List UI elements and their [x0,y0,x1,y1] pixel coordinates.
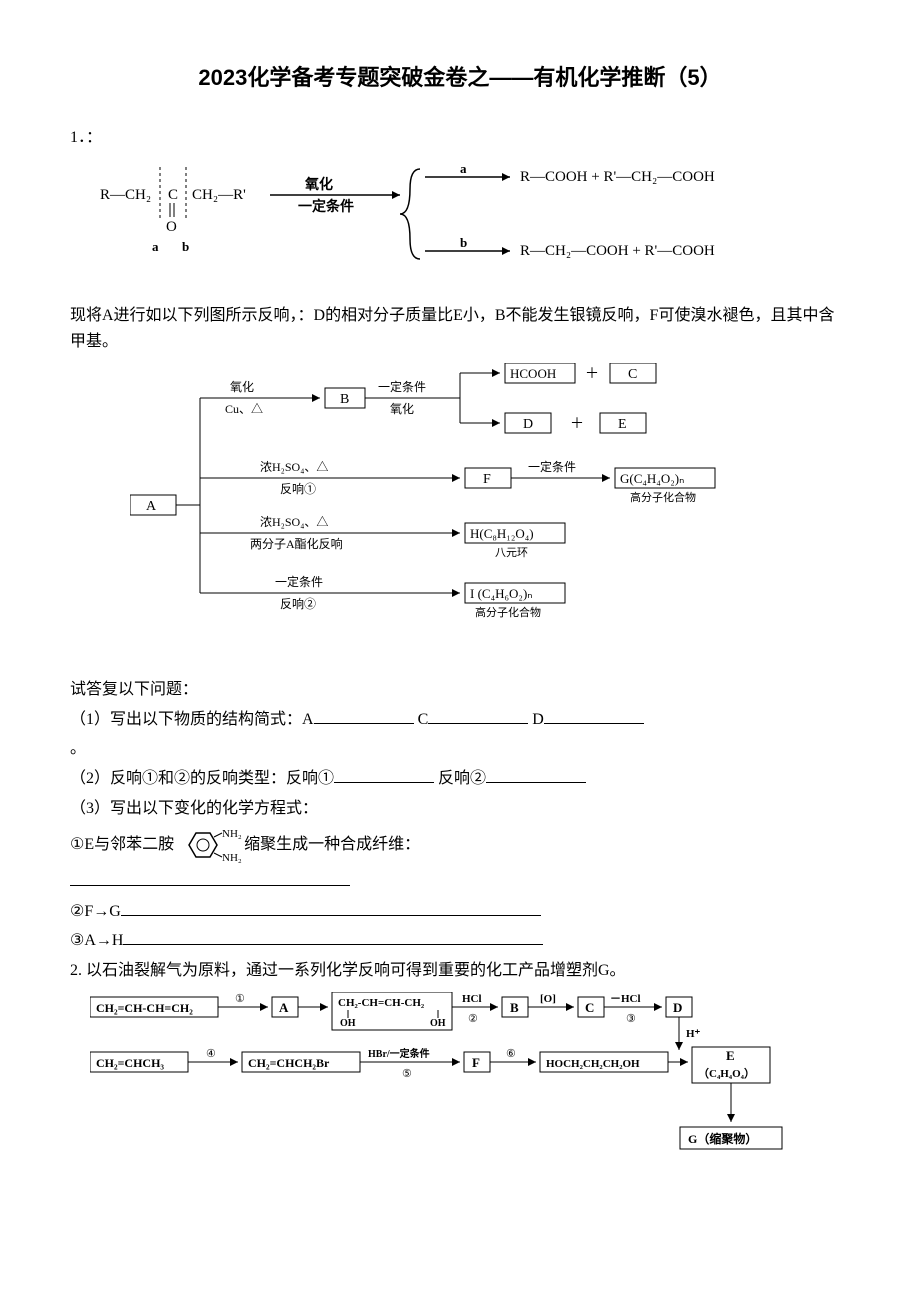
blank-eq1 [70,869,350,886]
svg-text:高分子化合物: 高分子化合物 [475,605,541,619]
svg-text:CH₂-CH=CH-CH₂: CH₂-CH=CH-CH₂ [338,997,425,1009]
blank-D [544,707,644,724]
svg-text:CH₂—R': CH₂—R' [192,187,246,203]
q1-number: 1．： [70,125,850,151]
blank-eq2 [121,899,541,916]
q1-p3-3-label: ③A→H [70,932,123,949]
q1-p3-1a: ①E与邻苯二胺 [70,832,174,858]
svg-text:⑥: ⑥ [506,1048,516,1060]
svg-text:两分子A酯化反响: 两分子A酯化反响 [250,536,343,551]
svg-text:氧化: 氧化 [304,176,333,193]
svg-text:C: C [168,187,178,203]
svg-text:高分子化合物: 高分子化合物 [630,490,696,504]
svg-text:①: ① [235,993,245,1005]
svg-text:浓H₂SO₄、△: 浓H₂SO₄、△ [260,460,328,474]
svg-text:一定条件: 一定条件 [378,379,426,394]
svg-text:氧化: 氧化 [390,402,414,416]
svg-text:H⁺: H⁺ [686,1028,701,1040]
svg-text:HCOOH: HCOOH [510,366,556,381]
svg-text:HOCH₂CH₂CH₂OH: HOCH₂CH₂CH₂OH [546,1058,640,1070]
svg-text:OH: OH [340,1018,356,1029]
svg-text:C: C [628,367,637,382]
svg-text:一定条件: 一定条件 [528,459,576,474]
q1-p1-c: D [532,711,544,728]
svg-text:④: ④ [206,1048,216,1060]
q1-p3-2-label: ②F→G [70,903,121,920]
benzene-diamine-icon: NH₂ NH₂ [174,825,244,865]
svg-text:[O]: [O] [540,993,556,1005]
q1-p1: （1）写出以下物质的结构简式：A C D [70,707,850,733]
svg-text:A: A [146,499,157,514]
svg-text:－HCl: －HCl [610,993,641,1005]
svg-text:浓H₂SO₄、△: 浓H₂SO₄、△ [260,515,328,529]
q1-p1-a: （1）写出以下物质的结构简式：A [70,711,314,728]
svg-text:氧化: 氧化 [230,380,254,394]
svg-text:I (C₄H₆O₂)ₙ: I (C₄H₆O₂)ₙ [470,586,532,601]
svg-text:C: C [585,1000,594,1015]
svg-text:E: E [618,417,627,432]
svg-text:（C₄H₄O₄）: （C₄H₄O₄） [698,1067,755,1080]
svg-text:R—COOH + R'—CH₂—COOH: R—COOH + R'—CH₂—COOH [520,169,715,185]
q1-intro: 现将A进行如以下列图所示反响，：D的相对分子质量比E小，B不能发生银镜反响，F可… [70,303,850,354]
svg-text:＋: ＋ [570,417,584,432]
svg-text:反响②: 反响② [280,596,316,611]
q1-diagram-1: R—CH₂ C O a b CH₂—R' 氧化 一定条件 a R—COOH + … [100,159,850,288]
svg-text:F: F [472,1055,480,1070]
svg-text:CH₂=CHCH₂Br: CH₂=CHCH₂Br [248,1056,330,1070]
q1-p1-b: C [418,711,429,728]
svg-text:R—CH₂: R—CH₂ [100,187,151,203]
svg-text:八元环: 八元环 [495,547,528,559]
q1-p2-a: （2）反响①和②的反响类型：反响① [70,770,334,787]
q1-p1-end: 。 [70,736,850,762]
svg-text:＋: ＋ [585,367,599,382]
svg-text:O: O [166,219,177,235]
svg-text:③: ③ [626,1013,636,1025]
svg-text:一定条件: 一定条件 [275,574,323,589]
q2-intro: 2. 以石油裂解气为原料，通过一系列化学反响可得到重要的化工产品增塑剂G。 [70,958,850,984]
blank-r1 [334,766,434,783]
blank-A [314,707,414,724]
svg-text:G（缩聚物）: G（缩聚物） [688,1131,757,1146]
svg-text:a: a [460,161,467,176]
svg-text:A: A [279,1000,289,1015]
svg-text:E: E [726,1048,735,1063]
svg-text:HCl: HCl [462,993,482,1005]
svg-text:H(C₈H₁₂O₄): H(C₈H₁₂O₄) [470,526,534,541]
svg-text:b: b [460,235,467,250]
blank-C [428,707,528,724]
svg-text:a: a [152,239,159,254]
svg-text:CH₂=CHCH₃: CH₂=CHCH₃ [96,1056,164,1070]
q1-p3-2: ②F→G [70,899,850,925]
q1-diagram-2: A 氧化 Cu、△ B 一定条件 氧化 HCOOH ＋ C D ＋ E 浓H₂S… [130,363,850,662]
svg-text:Cu、△: Cu、△ [225,402,263,416]
svg-text:b: b [182,239,189,254]
svg-text:OH: OH [430,1018,446,1029]
svg-text:D: D [523,417,533,432]
svg-text:B: B [510,1000,519,1015]
q1-p3-1b: 缩聚生成一种合成纤维： [244,832,420,858]
q1-p3: （3）写出以下变化的化学方程式： [70,796,850,822]
q1-p2-b: 反响② [438,770,486,787]
svg-text:G(C₄H₄O₂)ₙ: G(C₄H₄O₂)ₙ [620,471,684,486]
q1-p2: （2）反响①和②的反响类型：反响① 反响② [70,766,850,792]
svg-text:CH₂=CH-CH=CH₂: CH₂=CH-CH=CH₂ [96,1001,193,1015]
svg-text:HBr/一定条件: HBr/一定条件 [368,1047,430,1060]
page-title: 2023化学备考专题突破金卷之——有机化学推断（5） [70,60,850,95]
svg-text:R—CH₂—COOH + R'—COOH: R—CH₂—COOH + R'—COOH [520,243,715,259]
svg-text:⑤: ⑤ [402,1068,412,1080]
svg-text:一定条件: 一定条件 [298,198,354,215]
blank-eq3 [123,928,543,945]
svg-text:F: F [483,472,491,487]
svg-text:NH₂: NH₂ [222,852,242,864]
svg-text:反响①: 反响① [280,481,316,496]
q2-diagram: CH₂=CH-CH=CH₂ ① A CH₂-CH=CH-CH₂ OH OH HC… [90,992,850,1191]
q1-p3-1: ①E与邻苯二胺 NH₂ NH₂ 缩聚生成一种合成纤维： [70,825,850,865]
svg-text:NH₂: NH₂ [222,828,242,840]
blank-r2 [486,766,586,783]
svg-text:②: ② [468,1013,478,1025]
svg-text:B: B [340,392,349,407]
q1-ans-intro: 试答复以下问题： [70,677,850,703]
svg-text:D: D [673,1000,682,1015]
q1-p3-3: ③A→H [70,928,850,954]
